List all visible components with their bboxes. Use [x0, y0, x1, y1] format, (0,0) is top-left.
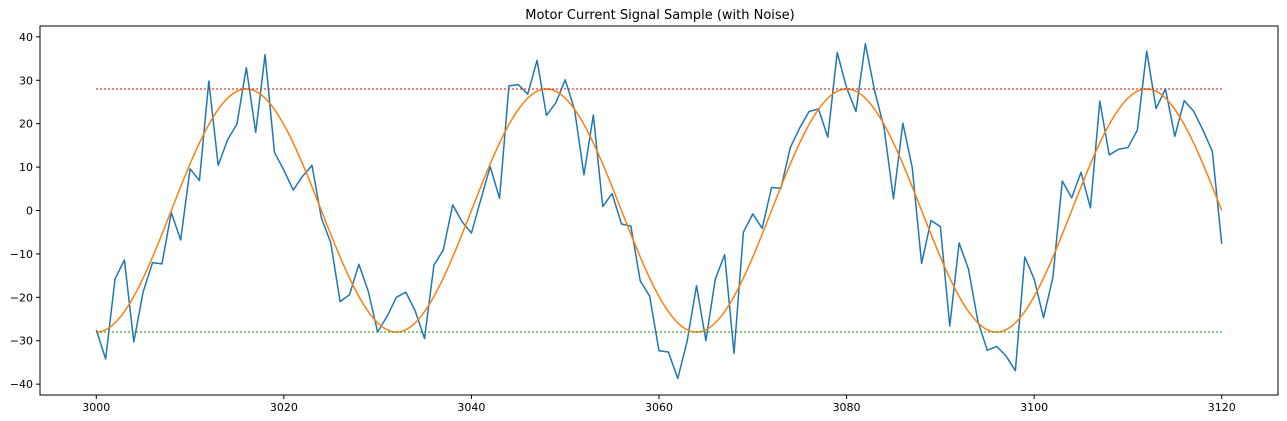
y-tick-label: −20 — [10, 291, 33, 304]
y-tick-label: 10 — [19, 161, 33, 174]
x-tick-label: 3120 — [1208, 401, 1236, 414]
plot-frame — [39, 25, 1279, 396]
clean-signal-line — [96, 88, 1223, 333]
x-tick-label: 3080 — [833, 401, 861, 414]
y-tick-label: −30 — [10, 335, 33, 348]
x-tick-label: 3020 — [270, 401, 298, 414]
x-axis: 3000 3020 3040 3060 3080 3100 3120 — [82, 395, 1236, 414]
y-axis: −40 −30 −20 −10 0 10 20 30 40 — [10, 31, 40, 391]
x-tick-label: 3100 — [1020, 401, 1048, 414]
chart-title: Motor Current Signal Sample (with Noise) — [525, 8, 795, 23]
y-tick-label: 30 — [19, 74, 33, 87]
y-tick-label: −40 — [10, 378, 33, 391]
series-layer — [95, 43, 1223, 380]
y-tick-label: 20 — [19, 118, 33, 131]
y-tick-label: −10 — [10, 248, 33, 261]
x-tick-label: 3000 — [82, 401, 110, 414]
x-tick-label: 3040 — [457, 401, 485, 414]
noisy-signal-line — [95, 43, 1223, 380]
y-tick-label: 0 — [26, 205, 33, 218]
x-tick-label: 3060 — [645, 401, 673, 414]
y-tick-label: 40 — [19, 31, 33, 44]
